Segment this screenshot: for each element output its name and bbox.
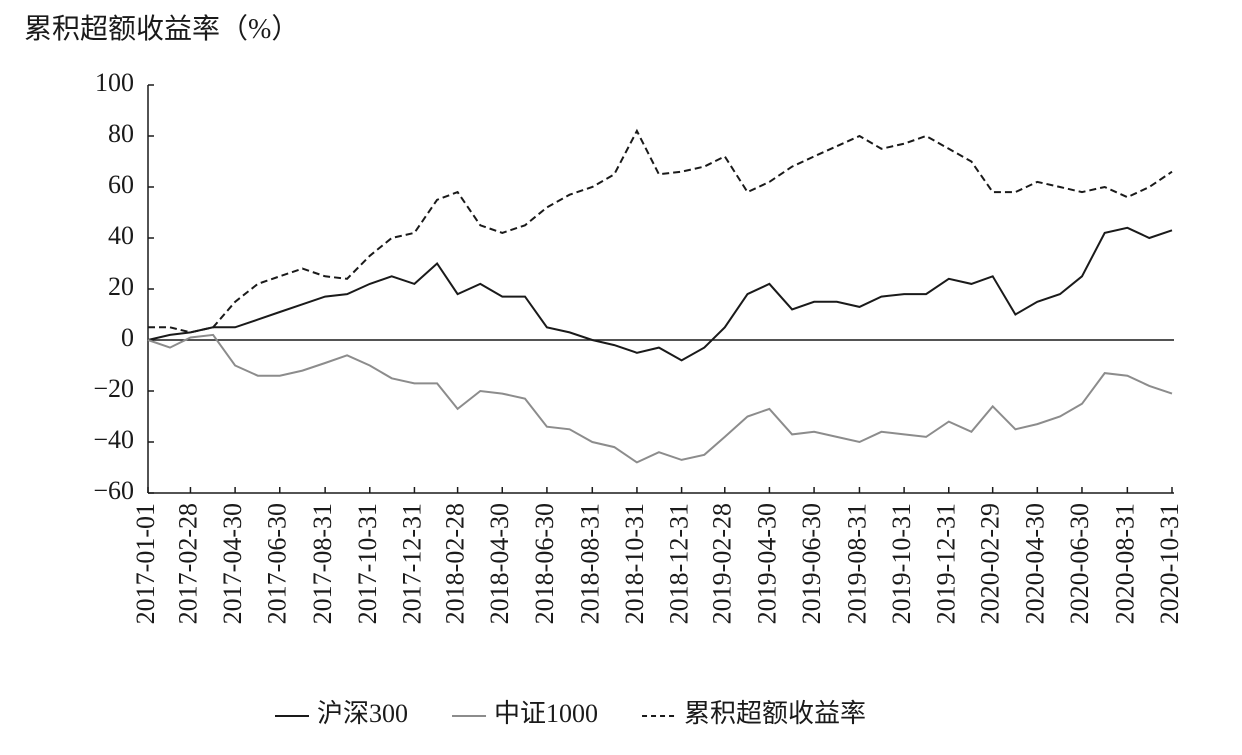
y-tick-label: 40 bbox=[108, 221, 134, 250]
x-tick-label: 2017-10-31 bbox=[353, 503, 382, 624]
chart-title: 累积超额收益率（%） bbox=[24, 13, 299, 45]
x-tick-label: 2019-08-31 bbox=[842, 503, 871, 624]
x-tick-label: 2017-04-30 bbox=[218, 503, 247, 624]
x-tick-label: 2019-06-30 bbox=[797, 503, 826, 624]
x-tick-label: 2019-02-28 bbox=[708, 503, 737, 624]
x-tick-label: 2020-08-31 bbox=[1110, 503, 1139, 624]
x-tick-label: 2020-10-31 bbox=[1155, 503, 1184, 624]
x-tick-label: 2017-02-28 bbox=[173, 503, 202, 624]
legend-label: 中证1000 bbox=[494, 699, 598, 728]
y-tick-label: −60 bbox=[93, 476, 134, 505]
y-tick-label: 100 bbox=[95, 68, 134, 97]
x-tick-label: 2019-04-30 bbox=[752, 503, 781, 624]
legend-label: 沪深300 bbox=[317, 699, 408, 728]
y-tick-label: 80 bbox=[108, 119, 134, 148]
x-tick-label: 2017-06-30 bbox=[263, 503, 292, 624]
x-tick-label: 2017-12-31 bbox=[397, 503, 426, 624]
legend-label: 累积超额收益率 bbox=[684, 699, 866, 728]
x-tick-label: 2019-12-31 bbox=[932, 503, 961, 624]
series-line bbox=[147, 333, 1173, 464]
x-tick-label: 2018-08-31 bbox=[575, 503, 604, 624]
y-tick-label: 0 bbox=[121, 323, 134, 352]
y-tick-label: −20 bbox=[93, 374, 134, 403]
series-line bbox=[148, 128, 1173, 334]
x-tick-label: 2017-08-31 bbox=[308, 503, 337, 624]
x-tick-label: 2020-04-30 bbox=[1020, 503, 1049, 624]
y-tick-label: 60 bbox=[108, 170, 134, 199]
x-tick-label: 2018-02-28 bbox=[441, 503, 470, 624]
x-tick-label: 2019-10-31 bbox=[887, 503, 916, 624]
series-line bbox=[147, 226, 1173, 362]
y-tick-label: −40 bbox=[93, 425, 134, 454]
x-tick-label: 2018-06-30 bbox=[530, 503, 559, 624]
x-tick-label: 2020-02-29 bbox=[976, 503, 1005, 624]
x-tick-label: 2018-10-31 bbox=[620, 503, 649, 624]
x-tick-label: 2020-06-30 bbox=[1065, 503, 1094, 624]
x-tick-label: 2018-04-30 bbox=[485, 503, 514, 624]
x-tick-label: 2017-01-01 bbox=[131, 503, 160, 624]
y-tick-label: 20 bbox=[108, 272, 134, 301]
x-tick-label: 2018-12-31 bbox=[665, 503, 694, 624]
